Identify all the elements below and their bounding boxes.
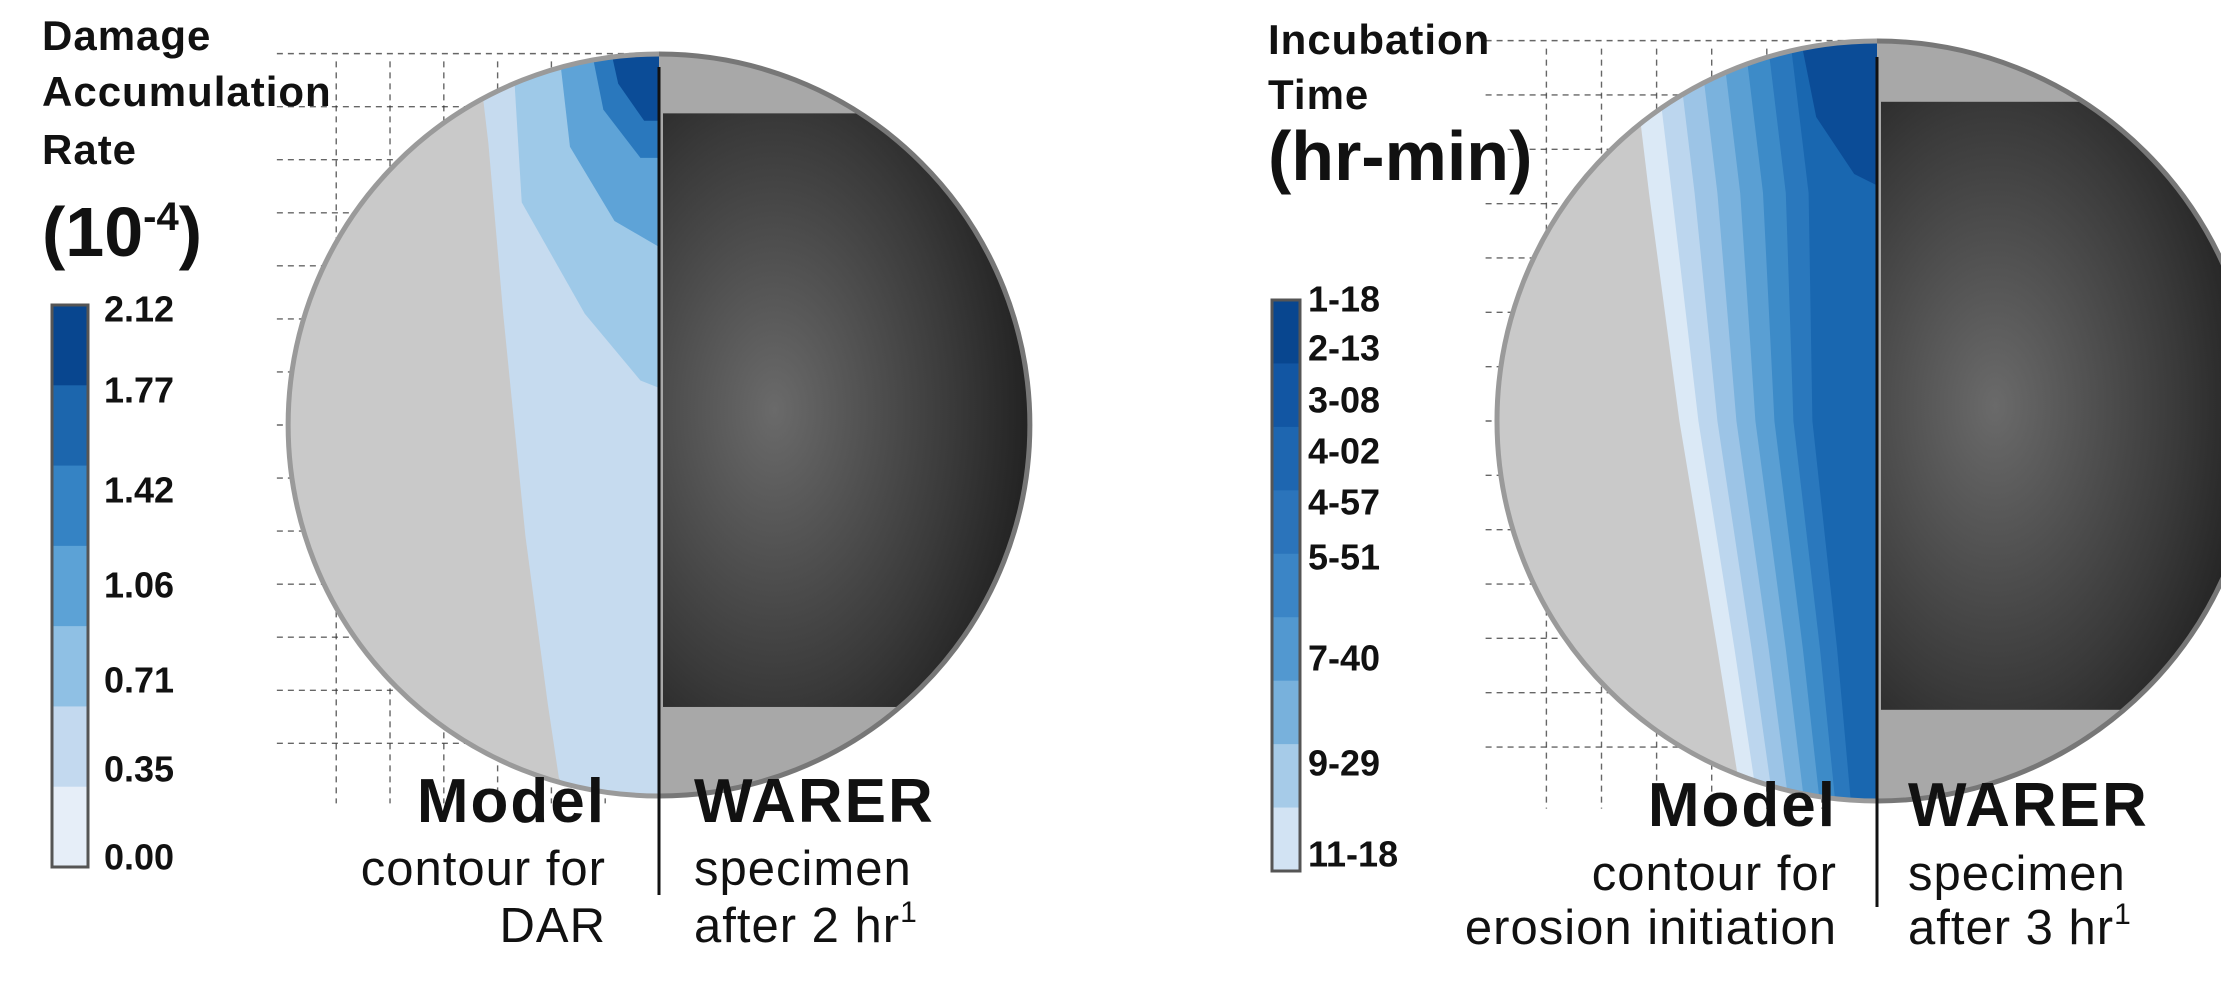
specimen-half (659, 54, 1034, 796)
colorbar-label: 0.71 (104, 660, 174, 701)
panel: DamageAccumulationRate(10-4)2.121.771.42… (42, 12, 1034, 953)
colorbar-band (52, 305, 88, 386)
caption-title: Model (417, 767, 606, 836)
specimen-face (1881, 102, 2221, 710)
colorbar-label: 1.06 (104, 565, 174, 606)
caption-text: specimen (1908, 847, 2126, 901)
caption-title: WARER (694, 767, 935, 836)
caption-text: after 3 hr (1908, 901, 2114, 955)
caption-title: WARER (1908, 771, 2149, 840)
legend-title: Accumulation (42, 68, 332, 115)
colorbar-label: 11-18 (1308, 834, 1398, 875)
colorbar-label: 0.35 (104, 749, 174, 790)
caption-line: after 2 hr1 (694, 896, 918, 953)
colorbar-label: 1.42 (104, 470, 174, 511)
specimen-half (1877, 41, 2221, 801)
caption-line: specimen (694, 842, 912, 896)
colorbar-label: 2.12 (104, 289, 174, 330)
colorbar-band (1272, 617, 1300, 681)
caption-line: erosion initiation (1465, 901, 1837, 955)
unit-part: -4 (143, 195, 179, 239)
colorbar-label: 9-29 (1308, 743, 1380, 784)
colorbar-label: 2-13 (1308, 328, 1380, 369)
colorbar-band (52, 546, 88, 627)
model-half (1497, 3, 1877, 839)
colorbar-label: 1-18 (1308, 279, 1380, 320)
caption-line: specimen (1908, 847, 2126, 901)
colorbar-band (1272, 554, 1300, 618)
superscript: 1 (900, 896, 918, 929)
legend-unit: (hr-min) (1268, 117, 1532, 195)
unit-part: (10 (42, 193, 143, 271)
legend-title: Rate (42, 126, 137, 173)
caption-title: Model (1648, 771, 1837, 840)
colorbar-band (1272, 744, 1300, 808)
colorbar-label: 4-02 (1308, 431, 1380, 472)
colorbar-band (52, 385, 88, 466)
colorbar-band (52, 466, 88, 547)
colorbar-label: 0.00 (104, 837, 174, 878)
unit-part: ) (179, 193, 202, 271)
caption-text: after 2 hr (694, 899, 900, 953)
unit-part: (hr-min) (1268, 117, 1532, 195)
figure: DamageAccumulationRate(10-4)2.121.771.42… (0, 0, 2221, 979)
caption-text: specimen (694, 842, 912, 896)
caption-line: contour for (1592, 847, 1837, 901)
legend-title: Damage (42, 12, 211, 59)
colorbar-label: 1.77 (104, 370, 174, 411)
caption-line: contour for (361, 842, 606, 896)
colorbar-band (1272, 808, 1300, 872)
colorbar-label: 4-57 (1308, 482, 1380, 523)
caption-line: after 3 hr1 (1908, 898, 2132, 955)
colorbar-label: 7-40 (1308, 638, 1380, 679)
colorbar-band (52, 787, 88, 868)
colorbar-band (1272, 427, 1300, 491)
colorbar-band (52, 626, 88, 707)
colorbar-band (1272, 681, 1300, 745)
colorbar-band (1272, 490, 1300, 554)
legend-unit: (10-4) (42, 193, 202, 271)
colorbar-band (1272, 363, 1300, 427)
legend-title: Time (1268, 71, 1369, 118)
colorbar-label: 3-08 (1308, 380, 1380, 421)
superscript: 1 (2114, 898, 2132, 931)
legend-title: Incubation (1268, 16, 1490, 63)
caption-line: DAR (500, 899, 606, 953)
colorbar-band (52, 706, 88, 787)
page: {"panels": [ {"legend": {"title_lines": … (0, 0, 2221, 979)
colorbar-label: 5-51 (1308, 537, 1380, 578)
panel: Incubation Time(hr-min) 1-18 2-13 3-08 4-02 4-… (1268, 3, 2221, 955)
model-half (288, 17, 659, 833)
colorbar-band (1272, 300, 1300, 364)
